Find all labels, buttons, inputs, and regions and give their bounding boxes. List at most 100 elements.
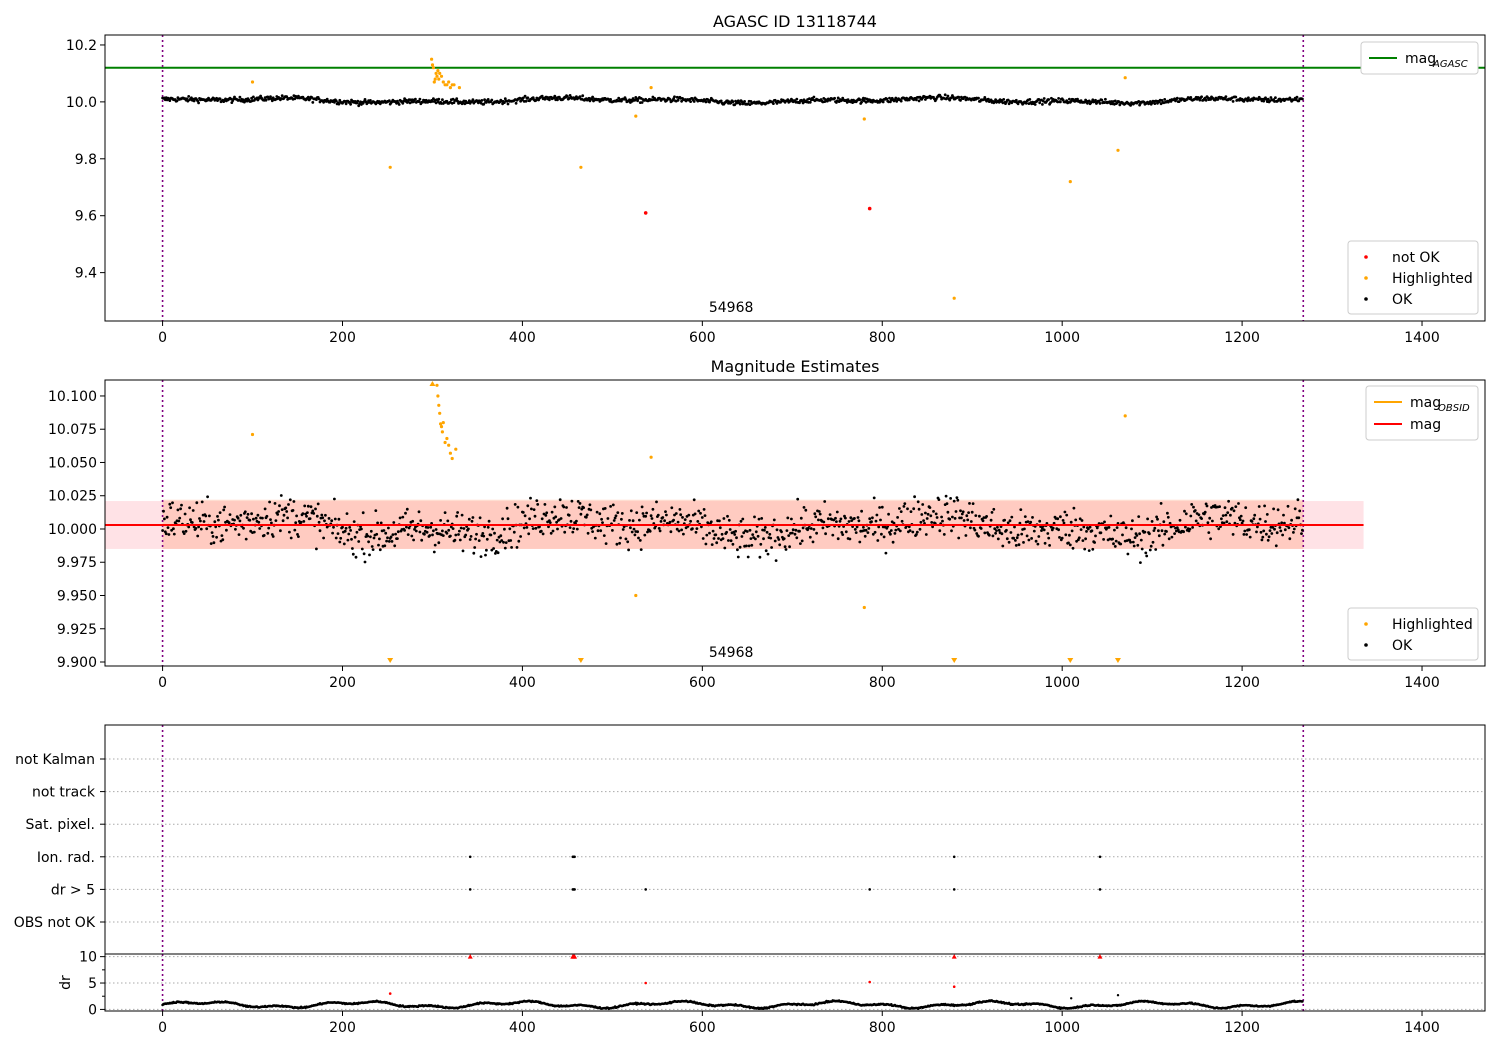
ok-point <box>333 497 336 501</box>
legend-label: mag <box>1405 51 1436 67</box>
flag-event-point <box>1098 888 1102 891</box>
ok-point <box>942 533 946 536</box>
ok-point <box>254 516 258 520</box>
ok-point <box>589 508 593 512</box>
highlighted-point <box>436 394 440 398</box>
ok-point <box>749 537 753 540</box>
ok-point <box>854 531 858 534</box>
ok-point <box>221 538 225 542</box>
ok-point <box>994 531 997 535</box>
ok-point <box>644 514 648 518</box>
ok-point <box>944 494 948 498</box>
highlighted-point <box>1123 414 1127 418</box>
x-tick-label: 0 <box>158 1020 167 1036</box>
ok-point <box>1258 517 1262 521</box>
ok-point <box>536 503 540 506</box>
ok-point <box>344 102 348 106</box>
ok-point <box>848 537 852 541</box>
ok-point <box>628 519 631 522</box>
ok-point <box>1131 540 1135 544</box>
ok-point <box>595 510 599 514</box>
ok-point <box>839 517 843 521</box>
ok-point <box>619 536 622 540</box>
ok-point <box>1282 513 1285 517</box>
ok-point <box>575 527 579 531</box>
ok-point <box>433 543 437 547</box>
ok-point <box>1060 536 1064 540</box>
ok-point <box>541 532 545 536</box>
ok-point <box>1287 526 1291 530</box>
ok-point <box>887 512 890 516</box>
ok-point <box>301 512 305 515</box>
ok-point <box>515 546 519 549</box>
ok-point <box>306 504 310 508</box>
ok-point <box>1138 532 1141 536</box>
ok-point <box>367 540 370 544</box>
ok-point <box>183 512 187 516</box>
ok-point <box>1031 516 1034 519</box>
ok-point <box>1264 520 1267 523</box>
ok-point <box>629 509 633 513</box>
ok-point <box>915 533 918 536</box>
ok-point <box>709 520 713 524</box>
highlighted-point <box>579 165 583 169</box>
ok-point <box>694 530 698 534</box>
ok-point <box>242 526 245 530</box>
ok-point <box>1100 98 1104 102</box>
ok-point <box>292 500 296 503</box>
ok-point <box>473 546 477 549</box>
ok-point <box>191 509 195 512</box>
ok-point <box>385 539 388 543</box>
ok-point <box>983 531 987 535</box>
ok-point <box>345 512 349 515</box>
ok-point <box>441 529 444 533</box>
ok-point <box>791 528 795 532</box>
ok-point <box>1018 521 1022 525</box>
ok-point <box>338 540 342 544</box>
ok-point <box>1256 525 1259 529</box>
ok-point <box>1218 505 1221 508</box>
ok-point <box>1280 521 1284 525</box>
ok-point <box>266 95 270 99</box>
ok-point <box>719 99 723 103</box>
x-tick-label: 1400 <box>1404 675 1440 691</box>
ok-point <box>1036 542 1040 546</box>
ok-point <box>572 527 576 530</box>
ok-point <box>1017 543 1021 547</box>
ok-point <box>455 97 459 101</box>
ok-point <box>222 508 226 512</box>
highlighted-point <box>436 69 440 73</box>
ok-point <box>1271 525 1275 529</box>
legend <box>1360 41 1479 75</box>
ok-point <box>293 97 297 101</box>
ok-point <box>745 544 748 548</box>
x-tick-label: 200 <box>329 330 356 346</box>
ok-point <box>1257 505 1261 508</box>
ok-point <box>987 533 991 537</box>
ok-point <box>1008 519 1012 523</box>
ok-point <box>696 520 700 523</box>
ok-point <box>769 536 773 540</box>
ok-point <box>1162 520 1166 524</box>
ok-point <box>237 533 241 536</box>
ok-point <box>432 550 436 554</box>
ok-point <box>850 519 854 522</box>
ok-point <box>990 511 994 514</box>
ok-point <box>775 528 779 532</box>
axes-frame <box>104 953 1486 1012</box>
ok-point <box>299 520 303 524</box>
ok-point <box>795 536 799 540</box>
ok-point <box>919 520 923 524</box>
legend <box>1365 385 1479 441</box>
ok-point <box>212 541 216 545</box>
highlighted-point <box>862 117 866 121</box>
ok-point <box>969 526 972 530</box>
ok-point <box>178 516 182 520</box>
ok-point <box>506 517 510 521</box>
ok-point <box>679 513 683 517</box>
highlighted-point <box>441 80 445 84</box>
ok-point <box>196 534 200 538</box>
ok-point <box>663 519 666 523</box>
ok-point <box>638 539 642 542</box>
ok-point <box>1290 518 1293 522</box>
